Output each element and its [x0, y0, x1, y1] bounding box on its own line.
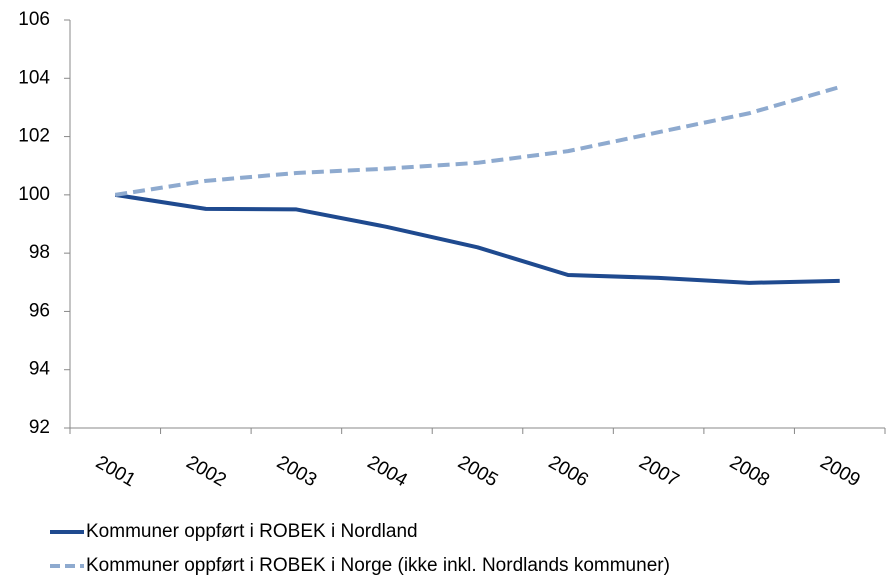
y-tick-label: 92 — [29, 417, 50, 438]
y-tick-label: 104 — [18, 67, 50, 88]
y-tick-label: 98 — [29, 242, 50, 263]
x-tick-label: 2002 — [183, 452, 230, 491]
legend-label: Kommuner oppført i ROBEK i Norge (ikke i… — [86, 555, 670, 576]
x-tick-label: 2005 — [454, 452, 501, 491]
y-tick-label: 94 — [29, 359, 51, 380]
x-tick-label: 2003 — [273, 452, 320, 491]
x-tick-label: 2006 — [545, 452, 592, 491]
series-line — [114, 192, 840, 285]
y-tick-label: 100 — [18, 184, 50, 205]
x-tick-label: 2004 — [364, 452, 411, 492]
x-tick-label: 2009 — [816, 452, 863, 491]
x-tick-label: 2008 — [726, 452, 773, 491]
series-line — [114, 85, 841, 197]
y-tick-label: 96 — [29, 300, 50, 321]
y-tick-label: 102 — [18, 126, 50, 147]
x-tick-label: 2007 — [635, 452, 682, 491]
x-tick-label: 2001 — [92, 452, 139, 491]
y-tick-label: 106 — [18, 9, 50, 30]
legend-label: Kommuner oppført i ROBEK i Nordland — [86, 521, 418, 542]
